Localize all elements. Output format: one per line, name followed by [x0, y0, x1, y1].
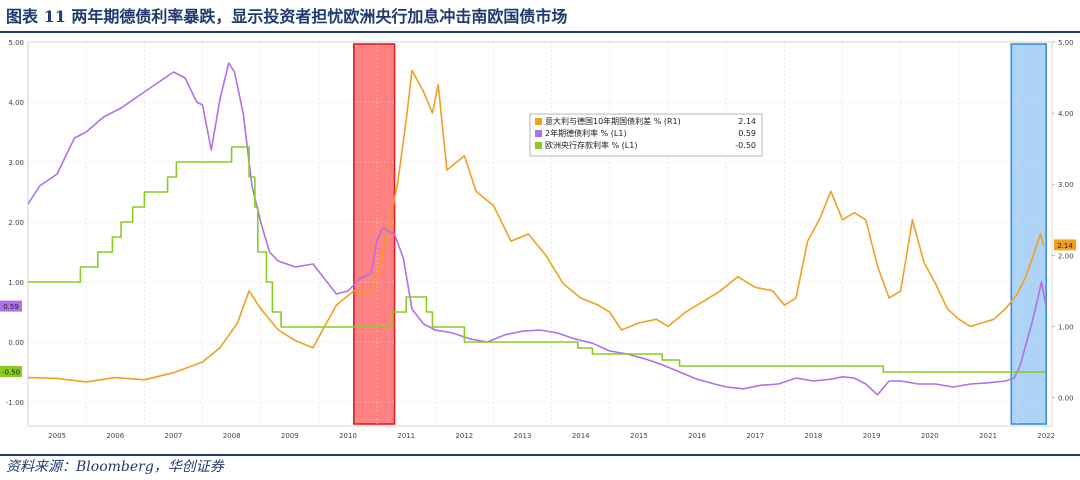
legend-swatch: [535, 118, 542, 125]
x-tick-label: 2009: [281, 432, 299, 440]
series-line-0: [27, 69, 1045, 383]
flag-left-label: -0.50: [2, 369, 20, 377]
highlight-band-red: [353, 43, 396, 425]
source-rule: [0, 454, 1080, 456]
y-left-tick-label: 4.00: [8, 99, 24, 107]
legend-box: [529, 113, 763, 157]
x-tick-label: 2014: [572, 432, 590, 440]
x-tick-label: 2019: [863, 432, 881, 440]
legend-value: -0.50: [735, 141, 756, 150]
flag-spread-label: 2.14: [1057, 242, 1073, 250]
chart-area: 2005 2006 2007 2008 2009 2010 2011 2012 2013 2014…: [0, 39, 1076, 440]
y-left-tick-label: 1.00: [8, 279, 24, 287]
x-tick-label: 2021: [979, 432, 997, 440]
flag-spread: [1054, 239, 1076, 251]
legend-value: 0.59: [738, 129, 756, 138]
legend-swatch: [535, 130, 542, 137]
x-tick-label: 2006: [106, 432, 124, 440]
legend-value: 2.14: [738, 117, 756, 126]
y-right-tick-label: 1.00: [1058, 323, 1074, 331]
x-tick-label: 2012: [455, 432, 473, 440]
plot-frame: [27, 41, 1053, 427]
x-tick-label: 2022: [1037, 432, 1055, 440]
x-tick-label: 2005: [48, 432, 66, 440]
flag-left-2: [0, 366, 22, 377]
series-line-2: [28, 146, 1047, 373]
y-left-tick-label: 5.00: [8, 39, 24, 47]
flag-left-1: [0, 300, 22, 312]
x-tick-label: 2013: [514, 432, 532, 440]
x-tick-label: 2011: [397, 432, 415, 440]
x-tick-label: 2018: [805, 432, 823, 440]
y-right-tick-label: 2.00: [1058, 252, 1074, 260]
y-left-tick-label: 0.00: [8, 339, 24, 347]
x-tick-label: 2016: [688, 432, 706, 440]
y-right-tick-label: 0.00: [1058, 395, 1074, 403]
y-right-tick-label: 5.00: [1058, 39, 1074, 47]
figure-title: 图表 11 两年期德债利率暴跌，显示投资者担忧欧洲央行加息冲击南欧国债市场: [6, 7, 568, 26]
y-left-tick-label: -1.00: [6, 399, 24, 407]
y-right-tick-label: 3.00: [1058, 181, 1074, 189]
x-tick-label: 2008: [223, 432, 241, 440]
y-right-tick-label: 4.00: [1058, 110, 1074, 118]
legend-label: 欧洲央行存款利率 % (L1): [545, 140, 637, 150]
y-left-tick-label: 2.00: [8, 219, 24, 227]
series-line-1: [27, 62, 1047, 396]
legend-label: 2年期德债利率 % (L1): [545, 128, 627, 138]
x-tick-label: 2010: [339, 432, 357, 440]
flag-left-label: 0.59: [3, 303, 19, 311]
legend-swatch: [535, 142, 542, 149]
source-note: 资料来源：Bloomberg，华创证券: [6, 459, 224, 475]
title-rule: [0, 31, 1080, 33]
y-left-tick-label: 3.00: [8, 159, 24, 167]
x-tick-label: 2020: [921, 432, 939, 440]
x-tick-label: 2007: [165, 432, 183, 440]
x-tick-label: 2015: [630, 432, 648, 440]
legend-label: 意大利与德国10年期国债利差 % (R1): [545, 116, 681, 126]
x-tick-label: 2017: [746, 432, 764, 440]
